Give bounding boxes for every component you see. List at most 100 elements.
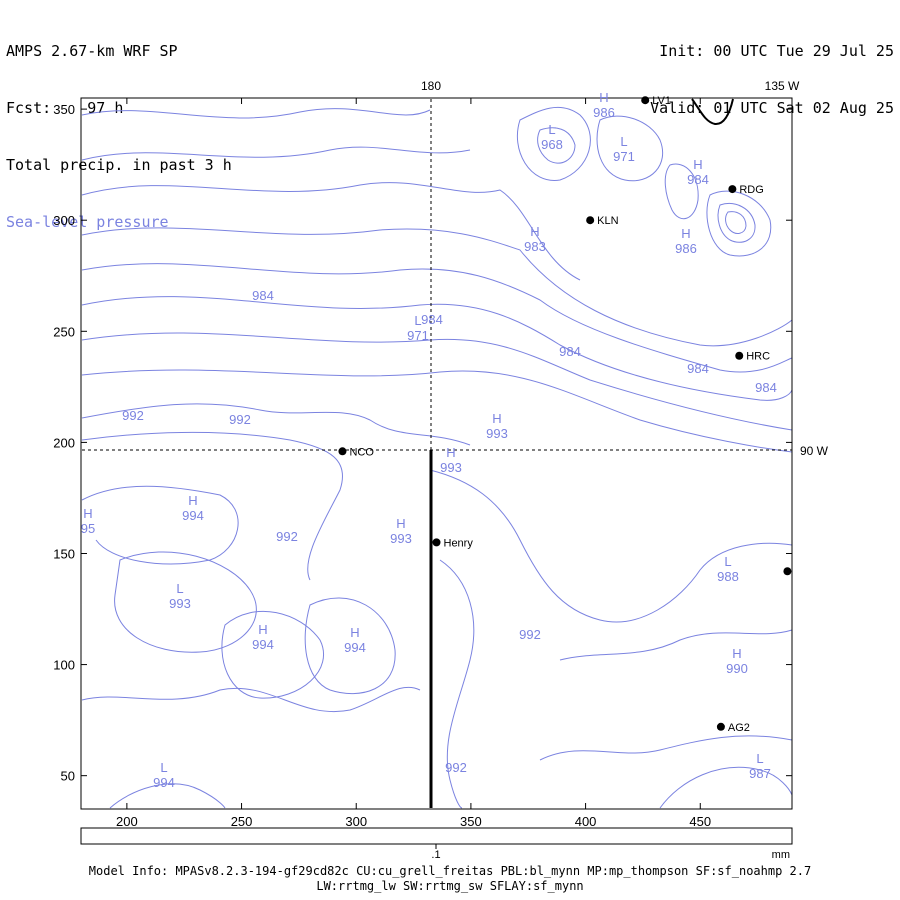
station-label: Henry	[444, 537, 474, 549]
isobar	[559, 629, 793, 661]
isobar	[429, 469, 793, 623]
pressure-value-label: 992	[445, 760, 467, 775]
station-label: NCO	[349, 446, 374, 458]
pressure-value-label: 993	[440, 460, 462, 475]
isobar	[659, 766, 793, 809]
overlay-title: Sea-level pressure	[6, 213, 169, 231]
isobar	[81, 686, 421, 712]
isobar	[439, 559, 475, 809]
pressure-value-label: 95	[81, 521, 95, 536]
isobar	[81, 369, 793, 453]
pressure-value-label: 994	[344, 640, 366, 655]
isobar	[664, 163, 699, 220]
pressure-center-label: H	[732, 646, 741, 661]
pressure-center-label: L	[548, 122, 555, 137]
isobar	[109, 783, 226, 809]
pressure-value-label: 994	[153, 775, 175, 790]
y-tick-label: 100	[53, 658, 75, 673]
isobar	[706, 190, 772, 257]
pressure-center-label: H	[693, 157, 702, 172]
pressure-value-label: 990	[726, 661, 748, 676]
pressure-value-label: 994	[252, 637, 274, 652]
meridian-labels: 180 135 W 90 W	[421, 79, 829, 458]
isobar	[81, 296, 793, 401]
field-title: Total precip. in past 3 h	[6, 156, 232, 174]
isobar	[81, 182, 581, 281]
pressure-value-label: 988	[717, 569, 739, 584]
pressure-value-label: 984	[421, 312, 443, 327]
isobar	[114, 551, 257, 653]
station-marker	[735, 351, 744, 360]
y-tick-label: 200	[53, 435, 75, 450]
station-marker	[641, 96, 650, 105]
station-label: LV1	[652, 95, 671, 107]
pressure-value-label: 983	[524, 239, 546, 254]
x-tick-label: 200	[116, 814, 138, 829]
model-info-line2: LW:rrtmg_lw SW:rrtmg_sw SFLAY:sf_mynn	[316, 879, 584, 893]
x-tick-label: 450	[689, 814, 711, 829]
pressure-value-label: 992	[229, 412, 251, 427]
pressure-center-label: L	[176, 581, 183, 596]
coastline	[691, 98, 734, 126]
station-label: AG2	[728, 722, 750, 734]
model-title: AMPS 2.67-km WRF SP	[6, 42, 178, 60]
pressure-center-label: L	[620, 134, 627, 149]
pressure-value-label: 993	[390, 531, 412, 546]
station-label: HRC	[746, 351, 770, 363]
pressure-center-label: L	[160, 760, 167, 775]
y-tick-label: 150	[53, 546, 75, 561]
isobar	[539, 735, 793, 761]
colorbar-unit: mm	[772, 849, 790, 861]
x-tick-label: 350	[460, 814, 482, 829]
station-label: KLN	[597, 215, 618, 227]
station-marker	[783, 567, 792, 576]
isobar	[596, 115, 663, 182]
header-left: AMPS 2.67-km WRF SP Fcst: 97 h Total pre…	[6, 4, 232, 251]
axes: 200 250 300 350 400 450 350 300 250 200 150 100 50	[53, 98, 792, 829]
isobar	[537, 127, 576, 164]
isobar	[81, 146, 471, 161]
pressure-value-label: 984	[687, 361, 709, 376]
y-tick-label: 50	[61, 769, 75, 784]
isobar	[81, 403, 471, 446]
pressure-center-label: H	[530, 224, 539, 239]
station-marker	[728, 185, 737, 194]
pressure-center-label: L	[414, 313, 421, 328]
pressure-value-label: 984	[559, 344, 581, 359]
header-right: Init: 00 UTC Tue 29 Jul 25 Valid: 01 UTC…	[650, 4, 894, 137]
pressure-value-label: 968	[541, 137, 563, 152]
station-marker	[432, 538, 441, 547]
pressure-center-label: L	[724, 554, 731, 569]
pressure-value-label: 987	[749, 766, 771, 781]
pressure-value-label: 971	[613, 149, 635, 164]
pressure-center-label: L	[756, 751, 763, 766]
pressure-value-label: 986	[675, 241, 697, 256]
pressure-center-label: H	[83, 506, 92, 521]
station-label: RDG	[739, 184, 763, 196]
x-tick-label: 300	[345, 814, 367, 829]
y-tick-label: 250	[53, 324, 75, 339]
pressure-value-label: 984	[252, 288, 274, 303]
isobar	[81, 332, 793, 431]
pressure-value-label: 992	[122, 408, 144, 423]
forecast-hour: Fcst: 97 h	[6, 99, 124, 117]
stations: NCO Henry KLN RDG HRC AG2 LV1	[338, 95, 792, 734]
map-grid	[82, 99, 792, 451]
model-info: Model Info: MPASv8.2.3-194-gf29cd82c CU:…	[88, 864, 812, 878]
valid-time: Valid: 01 UTC Sat 02 Aug 25	[650, 99, 894, 117]
meridian-135w-label: 135 W	[765, 79, 800, 93]
pressure-value-label: 984	[687, 172, 709, 187]
isobar	[516, 106, 591, 181]
pressure-center-label: H	[492, 411, 501, 426]
pressure-value-label: 994	[182, 508, 204, 523]
station-marker	[338, 447, 347, 456]
station-marker	[716, 722, 725, 731]
pressure-center-label: H	[681, 226, 690, 241]
plot-frame	[80, 97, 793, 810]
pressure-value-label: 992	[519, 627, 541, 642]
pressure-center-label: H	[258, 622, 267, 637]
colorbar-label: .1	[431, 849, 440, 861]
isobar	[81, 108, 431, 119]
isobar	[81, 263, 793, 373]
